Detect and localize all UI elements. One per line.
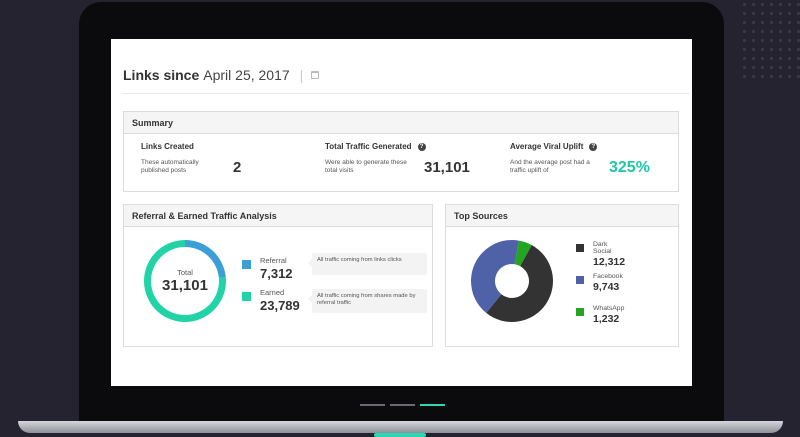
source-swatch [576,308,584,316]
referral-donut-svg [144,240,226,322]
sources-panel-title: Top Sources [446,205,678,227]
legend-label: Earned [260,288,285,297]
source-swatch [576,244,584,252]
stat-description: Were able to generate these total visits [325,159,407,174]
donut-total-value: 31,101 [162,277,208,294]
source-value: 12,312 [593,256,626,268]
legend-swatch-referral [242,260,251,269]
stat-title: Total Traffic Generated [325,142,412,151]
note-text: All traffic coming from shares made by r… [317,293,416,306]
source-value: 9,743 [593,281,620,293]
legend-value: 7,312 [260,266,293,281]
stat-links-created: Links Created These automatically publis… [141,142,241,176]
note-text: All traffic coming from links clicks [317,257,402,263]
sources-donut-svg [471,240,553,322]
referral-donut-chart: Total 31,101 [143,239,227,323]
referral-panel-title: Referral & Earned Traffic Analysis [124,205,432,227]
page-title-label: Links since [123,67,200,83]
dashboard-screen: Links since April 25, 2017 | Summary Lin… [111,39,692,386]
donut-slice-referral[interactable] [185,240,226,278]
help-icon[interactable]: ? [589,142,598,151]
stat-value: 31,101 [424,159,470,176]
pager-dot-active[interactable] [420,404,445,406]
source-value: 1,232 [593,313,620,325]
stat-viral-uplift: Average Viral Uplift ? And the average p… [510,142,650,176]
stat-total-traffic: Total Traffic Generated ? Were able to g… [325,142,470,176]
summary-panel-title: Summary [124,112,678,134]
donut-slice-dark-social[interactable] [486,245,553,322]
carousel-pager [360,404,445,406]
donut-center: Total 31,101 [143,239,227,323]
stat-title: Average Viral Uplift [510,142,584,151]
help-icon[interactable]: ? [417,142,426,151]
note-arrow [308,295,312,303]
source-label: Facebook [593,273,623,280]
referral-earned-panel: Referral & Earned Traffic Analysis Total… [123,204,433,347]
earned-note: All traffic coming from shares made by r… [308,289,427,313]
pager-dot[interactable] [390,404,415,406]
donut-slice-facebook[interactable] [471,240,519,313]
referral-note: All traffic coming from links clicks [308,253,427,275]
stat-title: Links Created [141,142,194,151]
sources-donut-chart [470,239,554,323]
legend-label: Referral [260,256,287,265]
legend-swatch-earned [242,292,251,301]
page-title: Links since April 25, 2017 | [123,67,320,83]
title-separator: | [299,67,304,83]
stat-description: And the average post had a traffic uplif… [510,159,590,174]
donut-slice-whatsapp[interactable] [514,240,532,267]
stat-description: These automatically published posts [141,159,199,174]
pager-dot[interactable] [360,404,385,406]
source-label: WhatsApp [593,305,625,312]
laptop-notch [374,433,426,437]
page-title-date[interactable]: April 25, 2017 [203,67,290,83]
header-divider [123,93,689,94]
summary-panel: Summary Links Created These automaticall… [123,111,679,192]
stat-value: 325% [609,159,650,176]
note-arrow [308,259,312,267]
top-sources-panel: Top Sources Dark Social 12,312 Facebook … [445,204,679,347]
stat-value: 2 [233,159,242,176]
donut-total-label: Total [177,268,193,277]
source-swatch [576,276,584,284]
background-dot-pattern [740,0,800,80]
calendar-icon[interactable] [311,71,320,79]
source-label: Dark Social [593,241,612,255]
laptop-base [18,421,783,433]
legend-value: 23,789 [260,298,300,313]
